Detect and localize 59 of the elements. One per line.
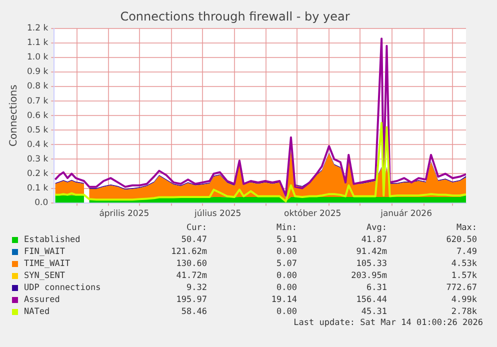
text: 7.49	[456, 246, 478, 258]
legend-label: Established	[23, 234, 82, 246]
text: 156.44	[355, 294, 388, 306]
y-tick-label: 1.0 k	[26, 52, 48, 63]
text: 0.00	[276, 282, 298, 294]
text: 772.67	[445, 282, 478, 294]
y-tick-label: 0.9 k	[26, 67, 48, 78]
text: 121.62m	[170, 246, 208, 258]
text: 41.72m	[175, 270, 208, 282]
y-tick-label: 0.1 k	[26, 183, 48, 194]
text: Last update: Sat Mar 14 01:00:26 2026	[294, 318, 483, 328]
text: Avg:	[366, 222, 388, 234]
y-tick-label: 0.8 k	[26, 82, 48, 92]
legend-label: SYN_SENT	[23, 270, 66, 282]
text: 195.97	[175, 294, 208, 306]
text: 620.50	[445, 234, 478, 246]
legend-label: FIN_WAIT	[23, 246, 66, 258]
x-tick-label: január 2026	[380, 209, 432, 220]
text: 2.78k	[450, 306, 478, 318]
text: 91.42m	[355, 246, 388, 258]
x-tick-label: július 2025	[194, 209, 242, 220]
text: Max:	[456, 222, 478, 234]
y-tick-label: 1.2 k	[26, 24, 48, 34]
text: 203.95m	[350, 270, 388, 282]
x-tick-label: április 2025	[99, 209, 150, 220]
text: 1.57k	[450, 270, 478, 282]
text: 0.00	[276, 270, 298, 282]
y-tick-label: 0.5 k	[26, 125, 48, 136]
text: 4.99k	[450, 294, 478, 306]
chart-title: Connections through firewall - by year	[120, 9, 350, 24]
text: 19.14	[270, 294, 298, 306]
legend-label: UDP connections	[23, 282, 102, 294]
text: 0.00	[276, 306, 298, 318]
legend-label: TIME_WAIT	[23, 258, 72, 270]
text: 6.31	[366, 282, 388, 294]
text: 4.53k	[450, 258, 478, 270]
text: 105.33	[355, 258, 388, 270]
legend-label: NATed	[23, 306, 51, 318]
y-tick-label: 1.1 k	[26, 38, 48, 48]
y-tick-label: 0.2 k	[26, 168, 48, 179]
y-tick-label: 0.6 k	[26, 110, 48, 121]
text: Min:	[276, 222, 298, 234]
text: 0.00	[276, 246, 298, 258]
text: 45.31	[360, 306, 388, 318]
text: 130.60	[175, 258, 208, 270]
y-tick-label: 0.7 k	[26, 96, 48, 106]
legend-label: Assured	[23, 294, 61, 306]
y-tick-label: 0.4 k	[26, 140, 48, 150]
text: 9.32	[186, 282, 208, 294]
x-tick-label: október 2025	[284, 209, 342, 220]
text: 5.91	[276, 234, 298, 246]
text: 5.07	[276, 258, 298, 270]
y-axis-title: Connections	[8, 84, 20, 146]
text: 50.47	[180, 234, 208, 246]
y-tick-label: 0.3 k	[26, 154, 48, 164]
text: 58.46	[180, 306, 208, 318]
y-tick-label: 0.0	[34, 198, 48, 208]
text: 41.87	[360, 234, 388, 246]
text: Cur:	[186, 222, 208, 234]
